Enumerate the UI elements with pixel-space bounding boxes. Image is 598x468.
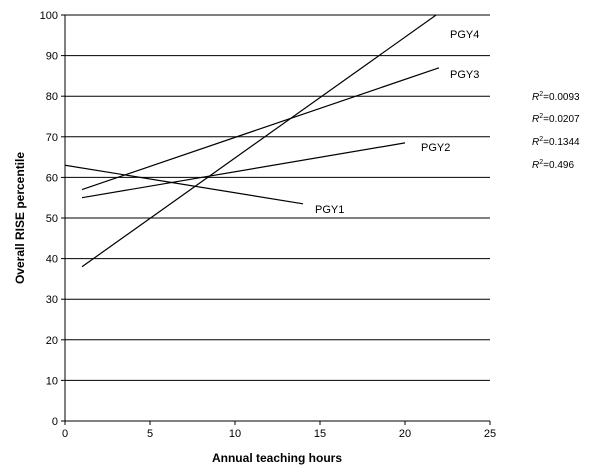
y-tick-label: 20 xyxy=(46,335,58,347)
x-tick-label: 10 xyxy=(229,428,241,440)
series-lines xyxy=(65,15,440,268)
series-line-pgy3 xyxy=(81,67,440,191)
y-tick-label: 80 xyxy=(46,91,58,103)
y-tick-label: 100 xyxy=(40,10,58,22)
r2-annotation: R2=0.0093 xyxy=(532,91,580,103)
y-tick-label: 90 xyxy=(46,51,58,63)
x-tick-label: 25 xyxy=(484,428,496,440)
axis-ticks: 0 10 20 30 40 50 60 70 80 90 100 0 5 10 15 20 25 xyxy=(40,10,496,440)
y-tick-label: 70 xyxy=(46,132,58,144)
y-tick-label: 40 xyxy=(46,254,58,266)
series-label-pgy2: PGY2 xyxy=(421,142,450,154)
y-tick-label: 50 xyxy=(46,213,58,225)
r2-annotations: R2=0.0093 R2=0.0207 R2=0.1344 R2=0.496 xyxy=(532,91,580,171)
y-axis-title: Overall RISE percentile xyxy=(13,152,27,284)
series-line-pgy2 xyxy=(81,142,406,199)
gridlines xyxy=(65,14,490,381)
y-tick-label: 30 xyxy=(46,294,58,306)
r2-annotation: R2=0.1344 xyxy=(532,136,580,148)
x-tick-label: 15 xyxy=(314,428,326,440)
series-labels: PGY1 PGY2 PGY3 PGY4 xyxy=(315,29,479,216)
x-tick-label: 0 xyxy=(62,428,68,440)
series-label-pgy3: PGY3 xyxy=(450,69,479,81)
y-tick-label: 60 xyxy=(46,172,58,184)
r2-annotation: R2=0.496 xyxy=(532,159,574,171)
x-tick-label: 20 xyxy=(399,428,411,440)
series-label-pgy1: PGY1 xyxy=(315,204,344,216)
series-label-pgy4: PGY4 xyxy=(450,29,479,41)
series-line-pgy4 xyxy=(81,15,438,268)
series-line-pgy1 xyxy=(65,164,304,205)
x-tick-label: 5 xyxy=(147,428,153,440)
y-tick-label: 10 xyxy=(46,375,58,387)
x-axis-title: Annual teaching hours xyxy=(212,451,342,465)
r2-annotation: R2=0.0207 xyxy=(532,113,580,125)
y-tick-label: 0 xyxy=(52,416,58,428)
